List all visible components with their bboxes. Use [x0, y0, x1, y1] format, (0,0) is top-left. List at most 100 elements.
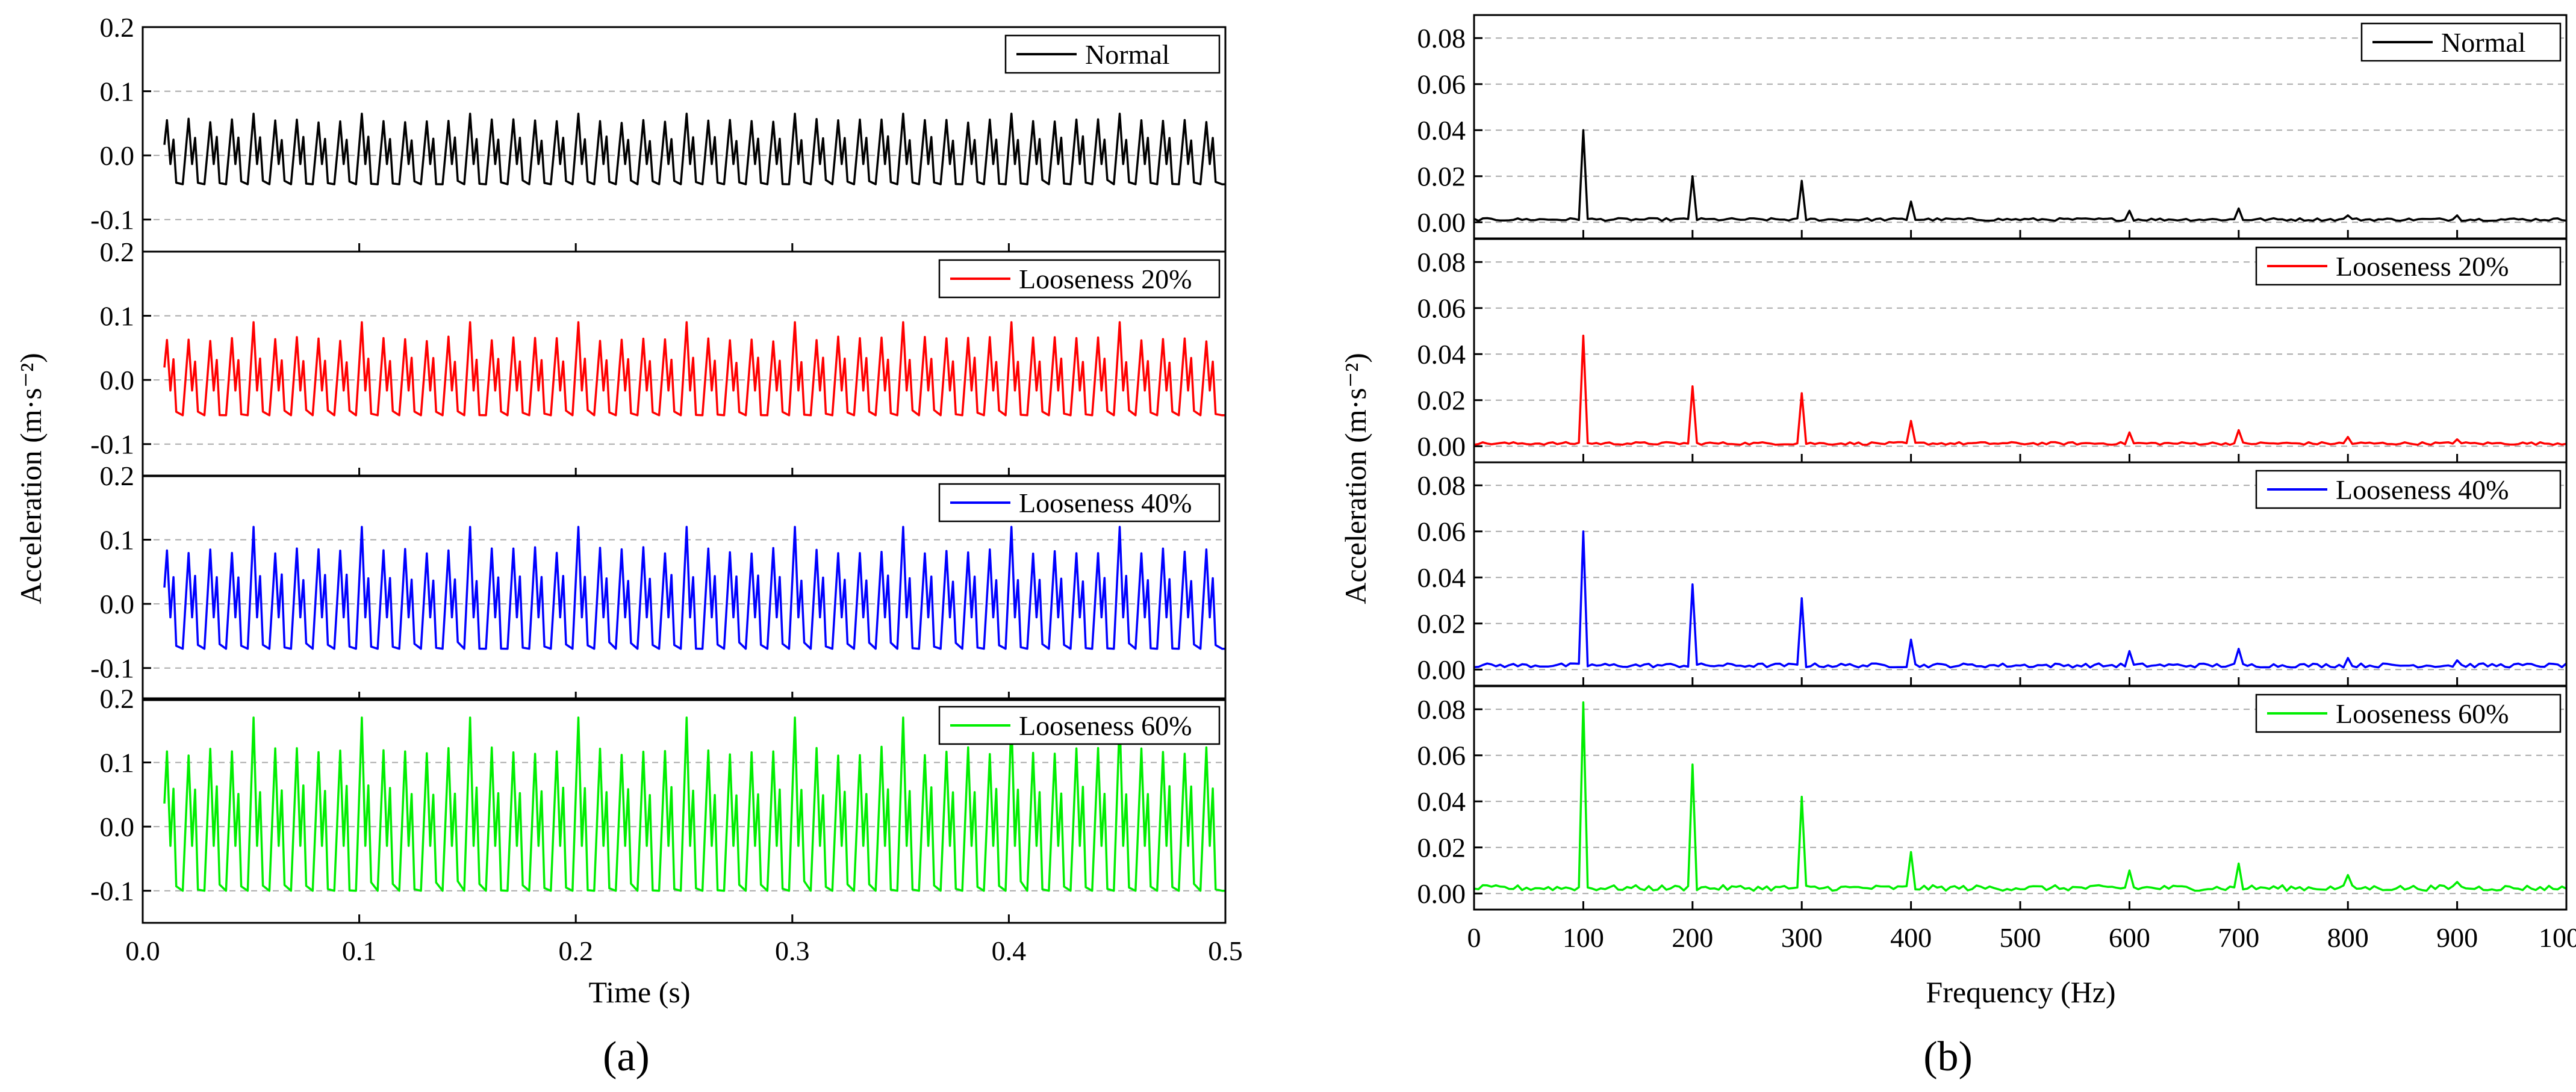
y-tick-label: 0.00	[1417, 207, 1466, 238]
subplot-looseness-60pct: 0.2 0.1 0.0 -0.1 Looseness 60%	[90, 683, 1227, 924]
panel-b-label: (b)	[1923, 1034, 1973, 1080]
y-tick-label: 0.00	[1417, 878, 1466, 909]
panel-a-x-axis-title: Time (s)	[588, 975, 690, 1009]
y-tick-label: 0.0	[100, 589, 135, 619]
x-tick-label: 0.1	[342, 935, 377, 966]
series-line-normal	[163, 113, 1225, 185]
x-tick-label: 200	[1672, 922, 1713, 953]
legend-normal: Normal	[2360, 22, 2562, 62]
x-tick-label: 600	[2109, 922, 2150, 953]
x-tick-label: 100	[1563, 922, 1604, 953]
y-tick-label: 0.04	[1417, 339, 1466, 370]
y-tick-label: 0.1	[100, 76, 135, 107]
y-tick-label: -0.1	[90, 205, 134, 235]
y-tick-label: 0.0	[100, 811, 135, 842]
subplot-looseness-60pct: 0.08 0.06 0.04 0.02 0.00 Looseness 60%	[1417, 685, 2568, 911]
series-line-looseness-40pct	[1473, 530, 2568, 669]
y-tick-label: 0.02	[1417, 609, 1466, 639]
y-tick-label: 0.1	[100, 525, 135, 556]
y-tick-label: 0.06	[1417, 69, 1466, 100]
y-tick-label: 0.1	[100, 748, 135, 778]
legend-label: Normal	[2441, 27, 2526, 58]
legend-label: Normal	[1085, 39, 1170, 70]
series-line-looseness-20pct	[1473, 334, 2567, 446]
x-tick-label: 0.2	[558, 935, 593, 966]
legend-looseness-60pct: Looseness 60%	[938, 706, 1221, 745]
y-tick-label: 0.2	[100, 683, 135, 714]
panel-b-frequency-domain: 0.080.060.040.020.00Normal0.080.060.040.…	[1339, 14, 2576, 1080]
y-tick-label: -0.1	[90, 653, 134, 684]
subplot-looseness-40pct: 0.2 0.1 0.0 -0.1 Looseness 40%	[90, 461, 1227, 701]
y-tick-label: -0.1	[90, 429, 134, 460]
legend-label: Looseness 60%	[2336, 698, 2509, 729]
legend-label: Looseness 40%	[2336, 474, 2509, 505]
x-tick-label: 900	[2436, 922, 2478, 953]
y-tick-label: 0.08	[1417, 23, 1466, 54]
y-tick-label: 0.08	[1417, 694, 1466, 725]
series-line-normal	[1473, 129, 2567, 222]
subplot-frame	[142, 474, 1227, 701]
legend-looseness-60pct: Looseness 60%	[2255, 693, 2562, 733]
y-tick-label: 0.0	[100, 140, 135, 171]
y-tick-label: 0.04	[1417, 786, 1466, 817]
subplot-looseness-20pct: 0.08 0.06 0.04 0.02 0.00 Looseness 20%	[1417, 238, 2568, 464]
x-tick-label: 700	[2218, 922, 2259, 953]
legend-looseness-40pct: Looseness 40%	[938, 483, 1221, 523]
y-tick-label: 0.06	[1417, 293, 1466, 324]
legend-label: Looseness 40%	[1019, 488, 1192, 518]
legend-normal: Normal	[1004, 34, 1221, 74]
legend-box	[2255, 470, 2562, 509]
y-tick-label: 0.04	[1417, 115, 1466, 146]
y-tick-label: 0.2	[100, 237, 135, 267]
legend-looseness-20pct: Looseness 20%	[2255, 246, 2562, 286]
x-tick-label: 800	[2327, 922, 2369, 953]
subplot-normal: 0.2 0.1 0.0 -0.1 Normal	[90, 12, 1227, 253]
legend-looseness-40pct: Looseness 40%	[2255, 470, 2562, 509]
panel-a-y-axis-title: Acceleration (m·s⁻²)	[14, 353, 48, 604]
x-tick-label: 0	[1467, 922, 1481, 953]
x-tick-label: 300	[1781, 922, 1823, 953]
x-tick-label: 400	[1890, 922, 1932, 953]
y-tick-label: 0.00	[1417, 431, 1466, 462]
legend-label: Looseness 20%	[2336, 251, 2509, 282]
y-tick-label: 0.04	[1417, 562, 1466, 593]
panel-b-subplots: 0.080.060.040.020.00Normal0.080.060.040.…	[1417, 14, 2568, 911]
panel-a-label: (a)	[603, 1034, 650, 1080]
y-tick-label: 0.06	[1417, 517, 1466, 547]
subplot-looseness-20pct: 0.2 0.1 0.0 -0.1 Looseness 20%	[90, 237, 1227, 477]
y-tick-label: -0.1	[90, 876, 134, 907]
subplot-looseness-40pct: 0.08 0.06 0.04 0.02 0.00 Looseness 40%	[1417, 461, 2568, 687]
x-tick-label: 0.4	[992, 935, 1027, 966]
y-tick-label: 0.00	[1417, 654, 1466, 685]
x-tick-label: 0.5	[1208, 935, 1243, 966]
panel-a-time-domain: 0.2 0.1 0.0 -0.1 Normal 0.2 0.1 0.0 -0.1 Loosenes…	[14, 12, 1243, 1080]
panel-b-x-axis-ticks: 0 100 200 300 400 500 600 700 800 900 1000	[1467, 922, 2576, 953]
subplot-frame	[142, 697, 1227, 924]
y-tick-label: 0.02	[1417, 161, 1466, 192]
y-tick-label: 0.06	[1417, 740, 1466, 771]
series-line-looseness-60pct	[1473, 701, 2567, 892]
y-tick-label: 0.1	[100, 301, 135, 332]
series-line-looseness-40pct	[163, 526, 1225, 650]
y-tick-label: 0.02	[1417, 833, 1466, 863]
y-tick-label: 0.08	[1417, 470, 1466, 501]
panel-a-x-axis-ticks: 0.0 0.1 0.2 0.3 0.4 0.5	[125, 935, 1243, 966]
panel-b-x-axis-title: Frequency (Hz)	[1926, 975, 2115, 1009]
series-line-looseness-20pct	[163, 321, 1225, 417]
subplot-normal: 0.08 0.06 0.04 0.02 0.00 Normal	[1417, 14, 2568, 240]
series-line-looseness-60pct	[163, 716, 1225, 892]
y-tick-label: 0.08	[1417, 247, 1466, 278]
x-tick-label: 0.0	[125, 935, 160, 966]
legend-label: Looseness 20%	[1019, 264, 1192, 294]
subplot-frame	[1473, 685, 2568, 911]
x-tick-label: 0.3	[775, 935, 810, 966]
x-tick-label: 500	[2000, 922, 2041, 953]
x-tick-label: 1000	[2539, 922, 2576, 953]
panel-a-subplots: 0.2 0.1 0.0 -0.1 Normal 0.2 0.1 0.0 -0.1 Loosenes…	[90, 12, 1227, 924]
y-tick-label: 0.0	[100, 365, 135, 396]
y-tick-label: 0.2	[100, 461, 135, 491]
panel-b-y-axis-title: Acceleration (m·s⁻²)	[1339, 353, 1372, 604]
y-tick-label: 0.2	[100, 12, 135, 43]
y-tick-label: 0.02	[1417, 385, 1466, 416]
